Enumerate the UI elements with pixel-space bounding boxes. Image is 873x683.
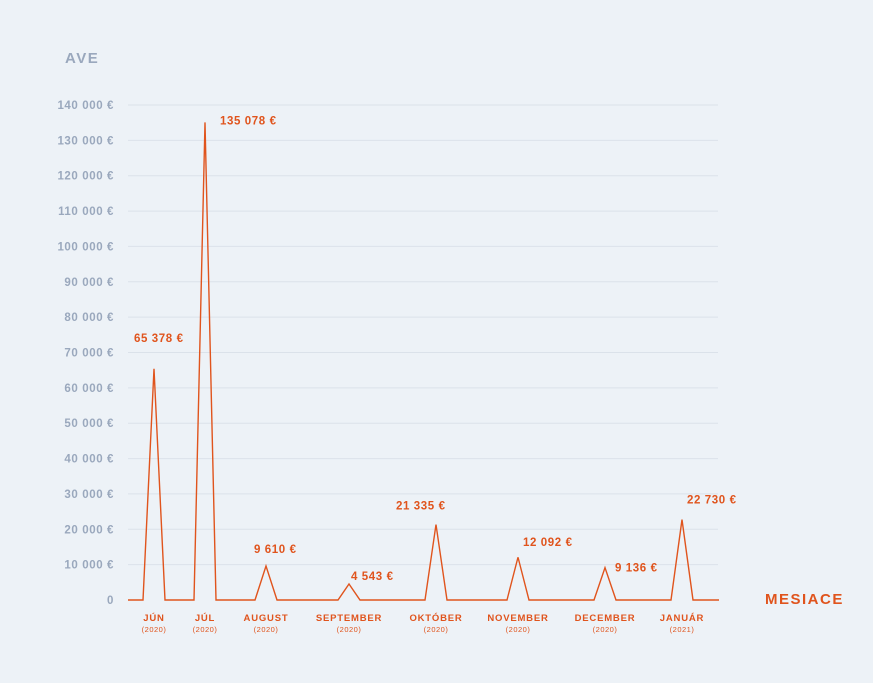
x-tick-year: (2020) bbox=[593, 625, 618, 634]
x-tick-year: (2020) bbox=[424, 625, 449, 634]
x-tick-year: (2020) bbox=[193, 625, 218, 634]
x-tick-year: (2021) bbox=[670, 625, 695, 634]
x-tick-month: SEPTEMBER bbox=[316, 613, 382, 624]
y-tick-label: 130 000 € bbox=[57, 135, 114, 147]
x-tick-month: JANUÁR bbox=[660, 613, 704, 624]
y-tick-label: 100 000 € bbox=[57, 241, 114, 253]
y-tick-label: 30 000 € bbox=[64, 489, 114, 501]
x-axis-ticks: JÚN(2020)JÚL(2020)AUGUST(2020)SEPTEMBER(… bbox=[142, 612, 704, 634]
y-tick-label: 110 000 € bbox=[58, 206, 114, 218]
data-label: 135 078 € bbox=[220, 115, 277, 127]
x-tick-month: DECEMBER bbox=[575, 613, 636, 624]
gridlines bbox=[128, 104, 718, 566]
x-tick-month: NOVEMBER bbox=[487, 613, 548, 624]
y-tick-label: 60 000 € bbox=[64, 383, 114, 395]
x-tick-year: (2020) bbox=[506, 625, 531, 634]
y-tick-label: 90 000 € bbox=[64, 277, 114, 289]
y-tick-label: 120 000 € bbox=[57, 171, 114, 183]
data-label: 21 335 € bbox=[396, 501, 446, 513]
x-tick-year: (2020) bbox=[254, 625, 279, 634]
y-tick-label: 40 000 € bbox=[64, 454, 114, 466]
data-label: 22 730 € bbox=[687, 495, 737, 507]
data-labels: 65 378 € 135 078 € 9 610 € 4 543 € 21 335 € 1… bbox=[134, 115, 737, 583]
data-label: 9 136 € bbox=[615, 563, 658, 575]
x-axis-title: MESIACE bbox=[765, 591, 844, 608]
y-tick-label: 140 000 € bbox=[57, 100, 114, 112]
y-tick-label: 20 000 € bbox=[64, 524, 114, 536]
data-label: 4 543 € bbox=[351, 571, 394, 583]
y-tick-label: 0 bbox=[107, 595, 114, 607]
x-tick-month: OKTÓBER bbox=[409, 612, 462, 624]
data-label: 9 610 € bbox=[254, 544, 297, 556]
y-tick-label: 50 000 € bbox=[64, 418, 114, 430]
data-label: 65 378 € bbox=[134, 333, 184, 345]
series-line bbox=[128, 122, 719, 601]
data-label: 12 092 € bbox=[523, 537, 573, 549]
y-tick-label: 10 000 € bbox=[64, 560, 114, 572]
y-tick-label: 70 000 € bbox=[64, 348, 114, 360]
x-tick-month: JÚL bbox=[195, 612, 215, 624]
x-tick-month: AUGUST bbox=[244, 613, 289, 624]
y-axis-ticks: 0 10 000 € 20 000 € 30 000 € 40 000 € 50 000 … bbox=[57, 100, 114, 607]
series-ave bbox=[128, 122, 719, 601]
y-axis-title: AVE bbox=[65, 50, 99, 67]
x-tick-month: JÚN bbox=[143, 612, 164, 624]
x-tick-year: (2020) bbox=[337, 625, 362, 634]
x-tick-year: (2020) bbox=[142, 625, 167, 634]
y-tick-label: 80 000 € bbox=[64, 312, 114, 324]
